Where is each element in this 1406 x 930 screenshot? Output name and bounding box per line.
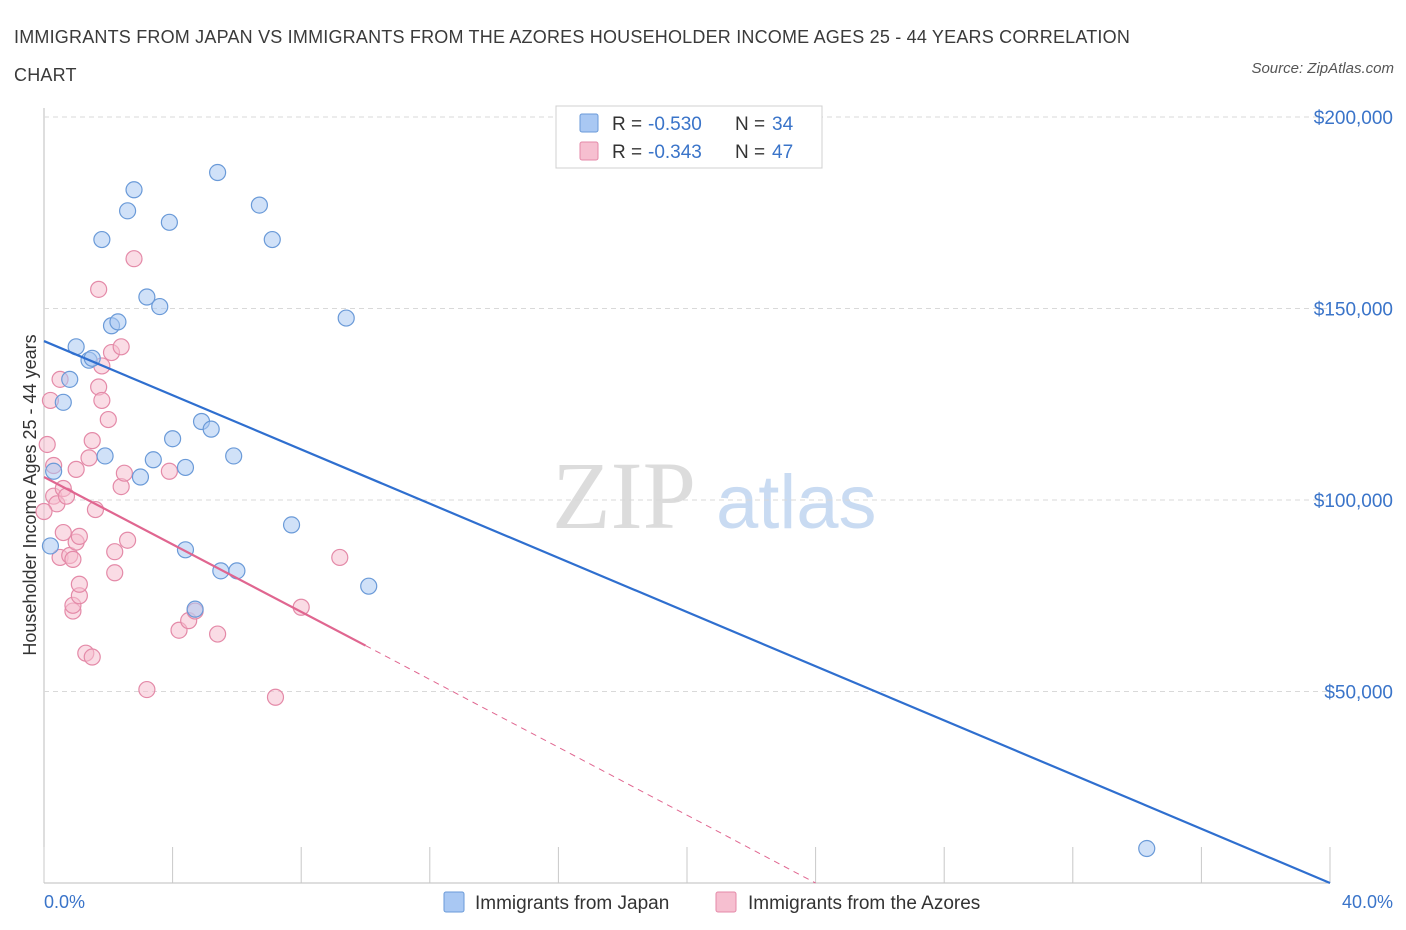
y-tick-label-1: $100,000 — [1314, 491, 1393, 512]
azores-point-0 — [38, 435, 56, 454]
japan-trend-line — [43, 340, 1331, 885]
azores-point-22 — [83, 648, 101, 666]
legend-n-value-japan: 34 — [772, 114, 794, 135]
japan-point-12 — [125, 181, 143, 199]
japan-point-0 — [41, 537, 60, 555]
japan-point-14 — [138, 288, 156, 306]
correlation-legend: R = -0.530 N = 34 R = -0.343 N = 47 — [555, 105, 823, 169]
azores-point-21 — [83, 432, 101, 450]
azores-point-11 — [64, 550, 82, 568]
x-tick-label-min: 0.0% — [44, 892, 85, 912]
azores-point-35 — [118, 531, 137, 549]
japan-point-17 — [160, 213, 178, 231]
japan-points — [41, 163, 1156, 858]
japan-point-16 — [151, 297, 169, 316]
legend-r-label-japan: R = — [612, 114, 647, 135]
japan-point-33 — [1138, 839, 1156, 858]
azores-points — [35, 250, 349, 706]
azores-point-32 — [112, 338, 130, 356]
watermark-atlas: atlas — [716, 460, 877, 545]
bottom-legend-swatch-japan — [443, 891, 465, 913]
japan-point-15 — [144, 451, 162, 469]
azores-point-36 — [125, 250, 143, 268]
legend-swatch-japan — [579, 113, 599, 133]
legend-box — [555, 105, 823, 169]
y-tick-label-0: $50,000 — [1324, 683, 1393, 704]
japan-point-20 — [176, 541, 195, 559]
legend-r-value-azores: -0.343 — [648, 142, 702, 163]
azores-point-7 — [54, 523, 72, 542]
x-tick-marks — [43, 847, 1331, 883]
japan-point-1 — [45, 462, 63, 480]
azores-point-31 — [106, 543, 124, 561]
watermark-zip: ZIP — [552, 442, 696, 549]
azores-point-43 — [266, 688, 285, 706]
japan-point-31 — [337, 309, 355, 327]
y-tick-labels: $50,000 $100,000 $150,000 $200,000 — [1314, 108, 1393, 704]
azores-point-34 — [115, 464, 133, 482]
azores-point-37 — [138, 680, 156, 699]
legend-n-value-azores: 47 — [772, 142, 793, 163]
azores-point-28 — [99, 410, 117, 429]
japan-point-24 — [209, 163, 227, 182]
azores-point-46 — [35, 502, 53, 521]
x-tick-label-max: 40.0% — [1342, 892, 1393, 912]
legend-n-label-japan: N = — [735, 114, 770, 135]
japan-point-26 — [228, 562, 246, 580]
japan-point-10 — [96, 447, 114, 465]
series-legend: Immigrants from Japan Immigrants from th… — [443, 891, 980, 914]
japan-point-32 — [360, 577, 378, 595]
trend-lines — [43, 340, 1331, 885]
bottom-legend-label-azores: Immigrants from the Azores — [748, 893, 980, 914]
japan-point-18 — [164, 430, 182, 448]
azores-trend-extension — [365, 645, 816, 884]
chart-title: IMMIGRANTS FROM JAPAN VS IMMIGRANTS FROM… — [14, 27, 1131, 85]
azores-trend-line — [43, 476, 367, 647]
japan-point-11 — [118, 202, 137, 220]
y-axis-label: Householder Income Ages 25 - 44 years — [20, 334, 40, 655]
japan-point-29 — [263, 230, 281, 249]
japan-point-9 — [109, 313, 127, 331]
japan-point-28 — [250, 196, 269, 214]
azores-point-20 — [80, 449, 98, 467]
source-credit: Source: ZipAtlas.com — [1251, 60, 1394, 77]
azores-point-26 — [93, 391, 111, 410]
legend-n-label-azores: N = — [735, 142, 770, 163]
japan-point-13 — [131, 468, 150, 486]
japan-point-7 — [93, 230, 111, 249]
japan-point-23 — [202, 420, 220, 438]
bottom-legend-label-japan: Immigrants from Japan — [475, 893, 669, 914]
japan-point-2 — [54, 393, 72, 411]
japan-point-21 — [186, 600, 204, 618]
azores-point-45 — [331, 548, 349, 567]
japan-point-3 — [61, 370, 79, 388]
legend-r-value-japan: -0.530 — [648, 114, 702, 135]
japan-point-30 — [282, 516, 301, 534]
legend-r-label-azores: R = — [612, 142, 647, 163]
y-tick-label-2: $150,000 — [1314, 300, 1393, 321]
azores-point-18 — [70, 575, 88, 593]
japan-point-19 — [176, 458, 195, 477]
grid-lines — [44, 116, 1330, 692]
azores-point-42 — [209, 625, 227, 643]
legend-swatch-azores — [579, 141, 599, 161]
azores-point-30 — [106, 564, 124, 582]
azores-point-38 — [160, 462, 178, 480]
azores-point-17 — [70, 527, 88, 545]
azores-point-14 — [67, 460, 85, 478]
japan-point-27 — [225, 447, 243, 465]
azores-point-24 — [90, 280, 108, 298]
bottom-legend-swatch-azores — [715, 891, 737, 913]
y-tick-label-3: $200,000 — [1314, 108, 1393, 129]
